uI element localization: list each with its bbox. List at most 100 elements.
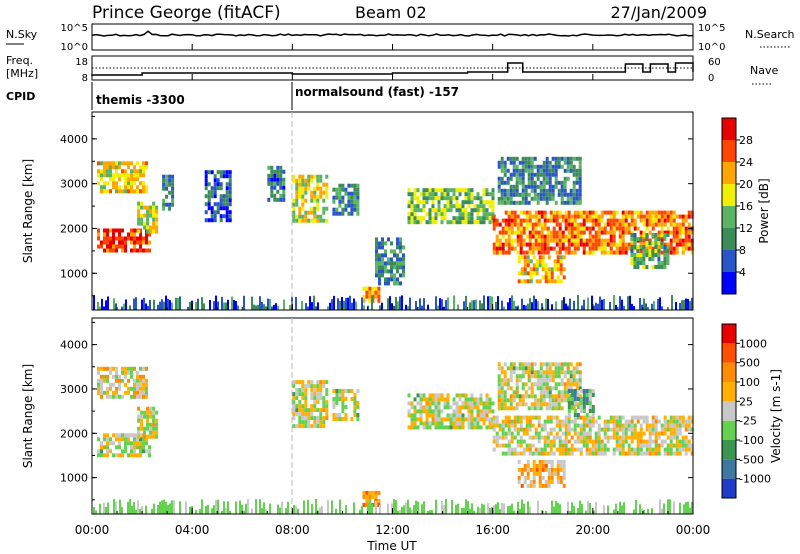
velocity-cell bbox=[597, 447, 601, 452]
velocity-cell bbox=[551, 370, 555, 375]
power-ground-cell bbox=[259, 296, 261, 310]
velocity-panel-frame bbox=[91, 317, 694, 515]
velocity-cell bbox=[121, 366, 124, 371]
velocity-cell bbox=[557, 406, 561, 411]
power-cell bbox=[381, 245, 384, 250]
velocity-cell bbox=[437, 421, 441, 426]
power-cell bbox=[319, 174, 323, 179]
power-cell bbox=[431, 192, 435, 197]
power-ground-cell bbox=[569, 298, 571, 310]
power-cell bbox=[270, 169, 274, 174]
power-cell bbox=[507, 250, 511, 255]
velocity-cell bbox=[145, 382, 148, 387]
power-cell bbox=[500, 176, 504, 181]
power-cell bbox=[316, 194, 320, 199]
power-cell bbox=[558, 238, 562, 243]
power-cell bbox=[292, 174, 296, 179]
velocity-cell bbox=[564, 451, 568, 456]
power-cell bbox=[547, 279, 551, 284]
velocity-cell bbox=[606, 419, 610, 424]
velocity-cell bbox=[461, 393, 465, 398]
power-cell bbox=[525, 214, 529, 219]
power-cell bbox=[106, 181, 109, 186]
power-cell bbox=[518, 200, 522, 205]
velocity-cell bbox=[362, 502, 366, 507]
velocity-cell bbox=[443, 397, 447, 402]
power-cell bbox=[588, 238, 592, 243]
velocity-cell bbox=[513, 419, 517, 424]
velocity-cell bbox=[524, 382, 528, 387]
power-ground-cell bbox=[401, 295, 403, 310]
velocity-cell bbox=[545, 394, 549, 399]
velocity-cell bbox=[558, 443, 562, 448]
velocity-cell bbox=[555, 435, 559, 440]
power-cell bbox=[630, 210, 634, 215]
power-cell bbox=[422, 208, 426, 213]
power-ground-cell bbox=[231, 296, 233, 310]
power-cell bbox=[570, 214, 574, 219]
velocity-ground-cell bbox=[159, 501, 161, 514]
power-cell bbox=[142, 165, 145, 170]
velocity-cell bbox=[530, 382, 534, 387]
velocity-cell bbox=[145, 390, 148, 395]
power-cell bbox=[678, 238, 682, 243]
velocity-cell bbox=[488, 425, 492, 430]
velocity-cell bbox=[603, 423, 607, 428]
power-ground-cell bbox=[315, 306, 317, 310]
power-cell bbox=[612, 214, 616, 219]
power-cell bbox=[162, 186, 166, 191]
velocity-cell bbox=[455, 405, 459, 410]
power-ground-cell bbox=[179, 296, 181, 310]
power-cell bbox=[556, 279, 560, 284]
power-cell bbox=[657, 246, 661, 251]
power-cell bbox=[663, 210, 667, 215]
velocity-cell bbox=[531, 423, 535, 428]
power-cell bbox=[678, 222, 682, 227]
power-cell bbox=[539, 168, 543, 173]
velocity-cell bbox=[97, 437, 100, 442]
velocity-cell bbox=[301, 380, 305, 385]
velocity-cell bbox=[621, 439, 625, 444]
power-cell bbox=[518, 160, 522, 165]
power-cell bbox=[669, 222, 673, 227]
power-cell bbox=[516, 230, 520, 235]
power-cell bbox=[545, 188, 549, 193]
power-cell bbox=[672, 214, 676, 219]
x-tick-label: 04:00 bbox=[175, 523, 210, 537]
power-cell bbox=[621, 214, 625, 219]
power-cell bbox=[594, 242, 598, 247]
power-cell bbox=[133, 173, 136, 178]
power-cell bbox=[500, 168, 504, 173]
power-cell bbox=[545, 200, 549, 205]
power-ground-cell bbox=[379, 305, 381, 310]
power-cell bbox=[542, 164, 546, 169]
velocity-cell bbox=[541, 463, 545, 468]
power-colorbar-label: 4 bbox=[739, 266, 746, 279]
power-cell bbox=[521, 164, 525, 169]
power-cell bbox=[476, 212, 480, 217]
power-cell bbox=[566, 176, 570, 181]
velocity-cell bbox=[549, 419, 553, 424]
power-cell bbox=[341, 183, 345, 188]
power-cell bbox=[422, 192, 426, 197]
velocity-cell bbox=[588, 409, 592, 413]
power-cell bbox=[537, 246, 541, 251]
velocity-cell bbox=[479, 401, 483, 406]
power-cell bbox=[639, 242, 643, 247]
velocity-cell bbox=[495, 443, 499, 448]
power-cell bbox=[612, 230, 616, 235]
velocity-cell bbox=[316, 408, 320, 413]
noise-left-tick-top: 10^5 bbox=[61, 23, 88, 34]
power-cell bbox=[431, 188, 435, 193]
power-cell bbox=[533, 192, 537, 197]
velocity-cell bbox=[139, 378, 142, 383]
velocity-cell bbox=[115, 378, 118, 383]
power-cell bbox=[140, 213, 144, 218]
power-ground-cell bbox=[529, 298, 531, 310]
velocity-cell bbox=[582, 415, 586, 420]
power-cell bbox=[542, 192, 546, 197]
power-cell bbox=[139, 181, 142, 186]
velocity-cell bbox=[440, 397, 444, 402]
velocity-cell bbox=[533, 406, 537, 411]
velocity-cell bbox=[325, 388, 329, 393]
